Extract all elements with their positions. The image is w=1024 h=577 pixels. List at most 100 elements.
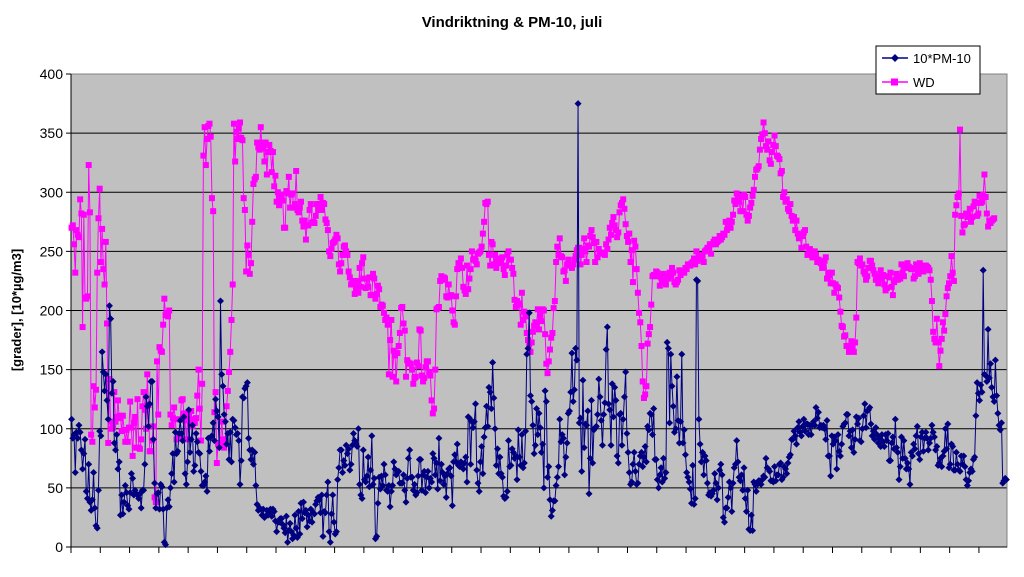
data-point [895,476,903,484]
data-point [736,198,743,205]
data-point [875,280,882,287]
data-point [738,471,746,479]
data-point [147,448,154,455]
data-point [811,248,818,255]
data-point [981,171,988,178]
data-point [571,256,578,263]
data-point [580,444,588,452]
data-point [970,203,977,210]
data-point [927,276,934,283]
data-point [408,473,416,481]
data-point [166,307,173,314]
data-point [279,197,286,204]
data-point [691,495,699,503]
data-point [569,398,577,406]
data-point [681,269,688,276]
data-point [801,427,809,435]
data-point [282,512,290,520]
data-point [218,370,226,378]
data-point [904,260,911,267]
data-point [252,173,259,180]
data-point [440,480,448,488]
data-point [289,190,296,197]
data-point [250,180,257,187]
data-point [388,316,395,323]
data-point [865,264,872,271]
data-point [822,254,829,261]
data-point [491,425,499,433]
data-point [938,463,946,471]
data-point [656,282,663,289]
data-point [359,446,367,454]
data-point [554,243,561,250]
legend-entries: 10*PM-10 WD [882,51,971,90]
data-point [762,454,770,462]
data-point [941,327,948,334]
data-point [114,465,122,473]
data-point [878,431,886,439]
data-point [273,528,281,536]
data-point [533,405,541,413]
data-point [834,285,841,292]
data-point [576,244,583,251]
legend-label: 10*PM-10 [913,51,971,66]
data-point [208,195,215,202]
data-point [85,460,93,468]
data-point [941,425,949,433]
data-point [795,418,803,426]
data-point [98,348,106,356]
data-point [395,342,402,349]
data-point [202,162,209,169]
data-point [181,470,189,478]
data-point [114,397,121,404]
data-point [966,205,973,212]
data-point [615,229,622,236]
data-point [110,439,118,447]
data-point [425,484,433,492]
data-point [644,340,651,347]
data-point [226,428,234,436]
data-point [821,425,829,433]
data-point [968,218,974,225]
y-tick-label: 0 [55,539,63,555]
data-point [396,329,403,336]
data-point [900,437,908,445]
data-point [848,338,855,345]
data-point [151,479,159,487]
data-point [180,413,188,421]
data-point [844,411,852,419]
data-point [108,389,116,397]
data-point [850,448,858,456]
data-point [132,413,139,420]
data-point [234,429,242,437]
data-point [906,480,914,488]
data-point [105,439,112,446]
data-point [553,259,560,266]
data-point [852,339,859,346]
data-point [79,324,86,331]
data-point [926,267,933,274]
data-point [326,538,334,546]
data-point [789,217,796,224]
data-point [968,467,976,475]
data-point [666,419,674,427]
data-point [453,293,460,300]
data-point [429,450,437,458]
data-point [987,360,995,368]
data-point [368,292,375,299]
data-point [411,480,419,488]
data-point [944,420,952,428]
data-point [357,283,364,290]
data-point [199,380,206,387]
data-point [325,528,333,536]
data-point [577,261,584,268]
data-point [871,435,879,443]
data-point [811,421,819,429]
data-point [429,410,436,417]
data-point [364,453,372,461]
data-point [957,126,964,133]
data-point [636,309,643,316]
data-point [90,469,98,477]
data-point [358,495,366,503]
data-point [129,452,136,459]
